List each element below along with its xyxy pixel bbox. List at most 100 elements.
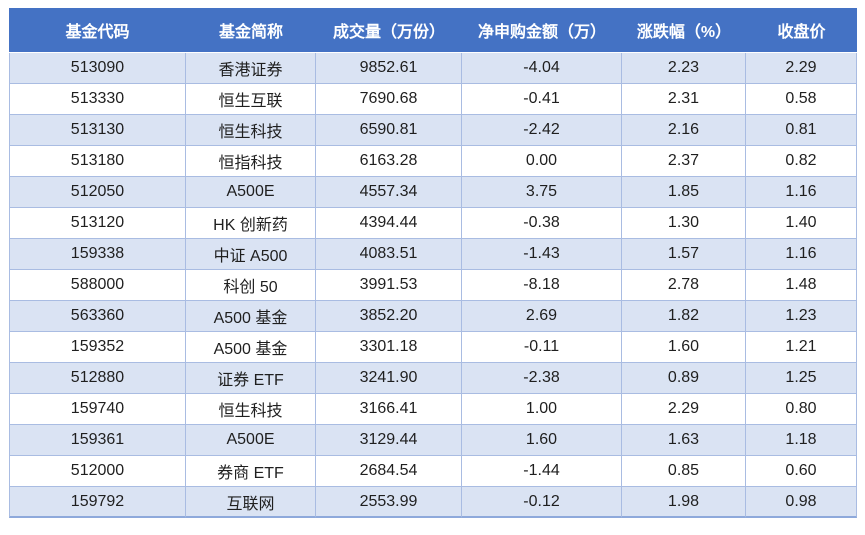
cell-volume: 7690.68 [316,84,462,115]
cell-net-subscription: -2.38 [462,363,622,394]
cell-net-subscription: -0.41 [462,84,622,115]
cell-change-pct: 1.63 [622,425,746,456]
cell-fund-code: 512050 [9,177,186,208]
table-body: 513090 香港证券 9852.61 -4.04 2.23 2.29 513330 恒生互联… [9,53,857,518]
cell-volume: 4557.34 [316,177,462,208]
cell-change-pct: 2.37 [622,146,746,177]
cell-fund-name: 券商 ETF [186,456,316,487]
cell-change-pct: 2.78 [622,270,746,301]
cell-fund-code: 159740 [9,394,186,425]
cell-volume: 3241.90 [316,363,462,394]
cell-close-price: 1.48 [746,270,857,301]
cell-net-subscription: 1.60 [462,425,622,456]
cell-change-pct: 1.30 [622,208,746,239]
cell-fund-name: A500E [186,177,316,208]
column-header-close-price: 收盘价 [746,8,857,53]
cell-change-pct: 2.16 [622,115,746,146]
cell-close-price: 0.80 [746,394,857,425]
cell-close-price: 1.40 [746,208,857,239]
table-row: 159740 恒生科技 3166.41 1.00 2.29 0.80 [9,394,857,425]
cell-fund-code: 513090 [9,53,186,84]
cell-fund-name: 证券 ETF [186,363,316,394]
cell-close-price: 1.18 [746,425,857,456]
cell-volume: 6163.28 [316,146,462,177]
table-row: 513120 HK 创新药 4394.44 -0.38 1.30 1.40 [9,208,857,239]
cell-volume: 3166.41 [316,394,462,425]
fund-table: 基金代码 基金简称 成交量（万份） 净申购金额（万） 涨跌幅（%） 收盘价 513090 香… [9,8,857,518]
cell-change-pct: 1.98 [622,487,746,518]
cell-net-subscription: -0.38 [462,208,622,239]
cell-change-pct: 2.23 [622,53,746,84]
cell-change-pct: 2.29 [622,394,746,425]
cell-fund-name: 中证 A500 [186,239,316,270]
cell-net-subscription: -2.42 [462,115,622,146]
table-row: 588000 科创 50 3991.53 -8.18 2.78 1.48 [9,270,857,301]
column-header-fund-code: 基金代码 [9,8,186,53]
table-row: 513130 恒生科技 6590.81 -2.42 2.16 0.81 [9,115,857,146]
cell-change-pct: 1.60 [622,332,746,363]
cell-close-price: 1.16 [746,177,857,208]
cell-fund-code: 588000 [9,270,186,301]
cell-net-subscription: 0.00 [462,146,622,177]
cell-fund-code: 512880 [9,363,186,394]
table-row: 512000 券商 ETF 2684.54 -1.44 0.85 0.60 [9,456,857,487]
cell-close-price: 1.16 [746,239,857,270]
cell-change-pct: 2.31 [622,84,746,115]
cell-volume: 2553.99 [316,487,462,518]
cell-volume: 3301.18 [316,332,462,363]
cell-close-price: 0.58 [746,84,857,115]
cell-net-subscription: -1.44 [462,456,622,487]
cell-net-subscription: -8.18 [462,270,622,301]
cell-net-subscription: -4.04 [462,53,622,84]
header-row: 基金代码 基金简称 成交量（万份） 净申购金额（万） 涨跌幅（%） 收盘价 [9,8,857,53]
cell-volume: 6590.81 [316,115,462,146]
cell-net-subscription: -0.12 [462,487,622,518]
cell-close-price: 2.29 [746,53,857,84]
cell-volume: 3129.44 [316,425,462,456]
table-row: 512880 证券 ETF 3241.90 -2.38 0.89 1.25 [9,363,857,394]
cell-fund-name: A500 基金 [186,301,316,332]
cell-change-pct: 1.85 [622,177,746,208]
cell-fund-code: 159352 [9,332,186,363]
table-row: 159338 中证 A500 4083.51 -1.43 1.57 1.16 [9,239,857,270]
cell-net-subscription: -0.11 [462,332,622,363]
cell-fund-code: 513330 [9,84,186,115]
cell-fund-name: 恒生科技 [186,115,316,146]
table-row: 513330 恒生互联 7690.68 -0.41 2.31 0.58 [9,84,857,115]
column-header-fund-name: 基金简称 [186,8,316,53]
cell-fund-name: 恒指科技 [186,146,316,177]
table-row: 159352 A500 基金 3301.18 -0.11 1.60 1.21 [9,332,857,363]
cell-volume: 3852.20 [316,301,462,332]
cell-fund-name: 恒生科技 [186,394,316,425]
cell-net-subscription: -1.43 [462,239,622,270]
cell-change-pct: 0.89 [622,363,746,394]
cell-fund-code: 513120 [9,208,186,239]
cell-volume: 4083.51 [316,239,462,270]
cell-fund-name: HK 创新药 [186,208,316,239]
table-row: 159792 互联网 2553.99 -0.12 1.98 0.98 [9,487,857,518]
cell-net-subscription: 2.69 [462,301,622,332]
cell-close-price: 1.23 [746,301,857,332]
cell-fund-name: A500E [186,425,316,456]
table-row: 513090 香港证券 9852.61 -4.04 2.23 2.29 [9,53,857,84]
cell-fund-code: 513180 [9,146,186,177]
cell-fund-name: 香港证券 [186,53,316,84]
cell-volume: 2684.54 [316,456,462,487]
cell-fund-code: 512000 [9,456,186,487]
cell-fund-name: 互联网 [186,487,316,518]
cell-close-price: 0.98 [746,487,857,518]
cell-net-subscription: 3.75 [462,177,622,208]
cell-fund-code: 159361 [9,425,186,456]
cell-fund-name: A500 基金 [186,332,316,363]
cell-fund-code: 159792 [9,487,186,518]
table-row: 512050 A500E 4557.34 3.75 1.85 1.16 [9,177,857,208]
column-header-volume: 成交量（万份） [316,8,462,53]
cell-volume: 3991.53 [316,270,462,301]
cell-change-pct: 1.57 [622,239,746,270]
column-header-net-subscription: 净申购金额（万） [462,8,622,53]
table-row: 563360 A500 基金 3852.20 2.69 1.82 1.23 [9,301,857,332]
cell-fund-code: 513130 [9,115,186,146]
cell-net-subscription: 1.00 [462,394,622,425]
cell-fund-name: 恒生互联 [186,84,316,115]
